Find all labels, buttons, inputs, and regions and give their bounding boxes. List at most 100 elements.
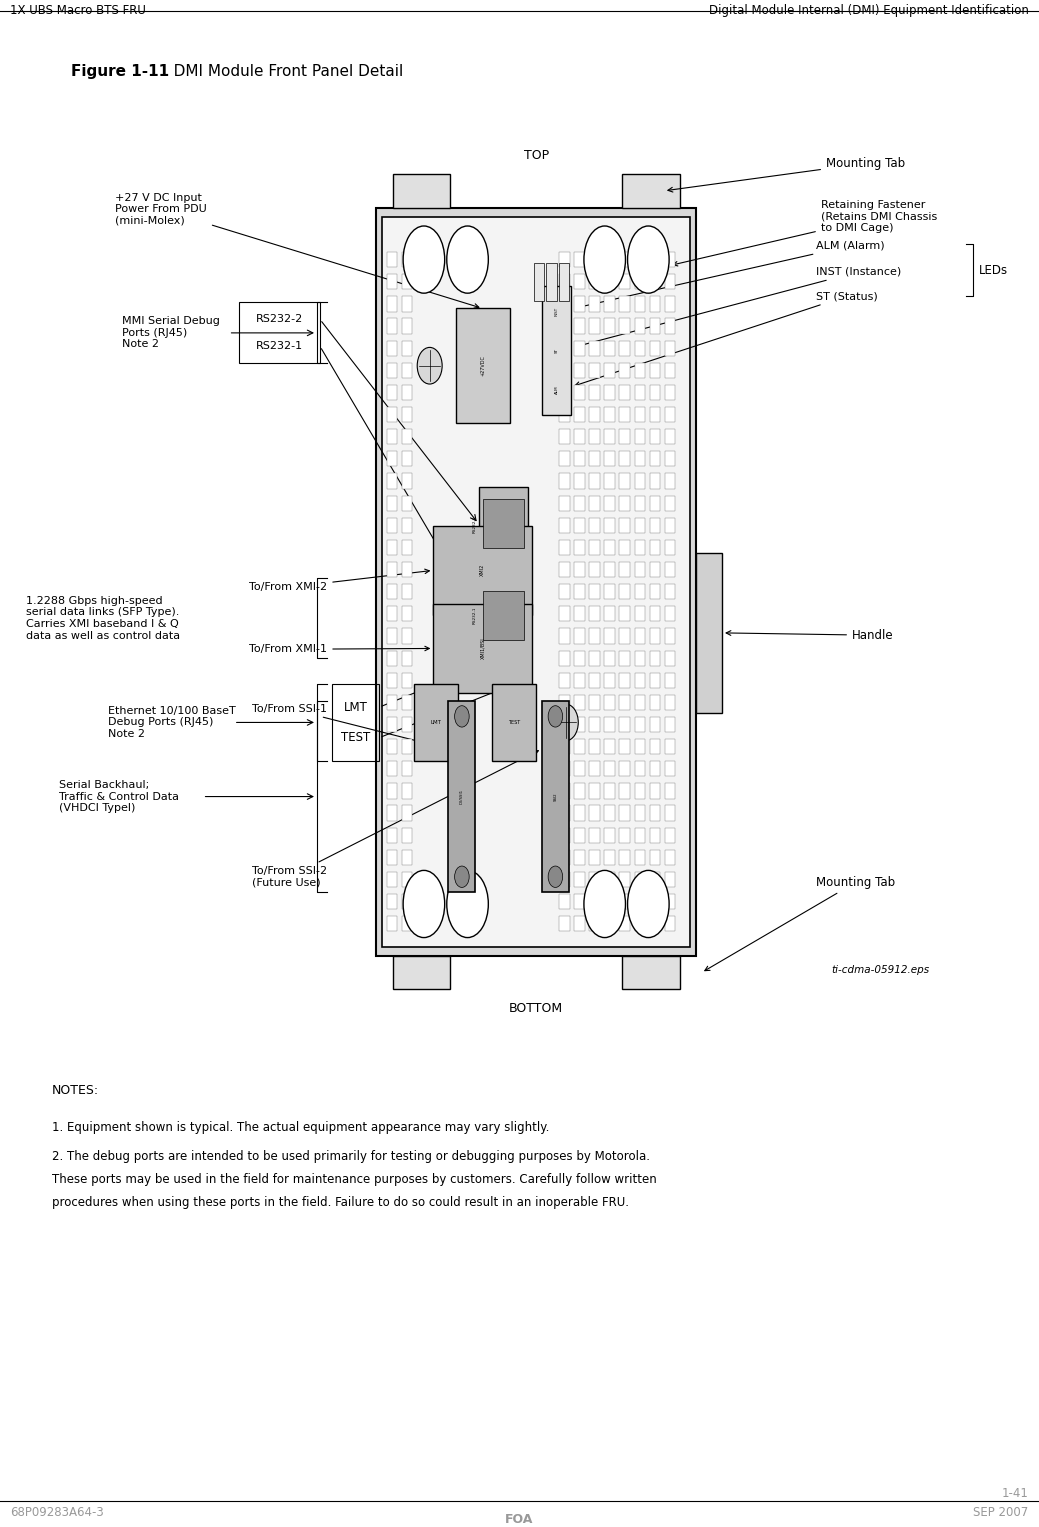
Bar: [665, 760, 675, 776]
Text: These ports may be used in the field for maintenance purposes by customers. Care: These ports may be used in the field for…: [52, 1173, 657, 1186]
Bar: [575, 473, 585, 489]
Ellipse shape: [447, 226, 488, 293]
Bar: [605, 341, 615, 356]
Bar: [387, 406, 397, 421]
Bar: [589, 893, 600, 909]
Bar: [402, 916, 411, 931]
Bar: [433, 605, 532, 693]
Bar: [635, 318, 645, 333]
Bar: [649, 695, 660, 710]
Bar: [387, 495, 397, 510]
Circle shape: [455, 866, 470, 887]
Bar: [605, 828, 615, 843]
Bar: [575, 362, 585, 377]
Bar: [649, 629, 660, 644]
Bar: [605, 916, 615, 931]
Text: ALM (Alarm): ALM (Alarm): [576, 241, 884, 308]
Bar: [387, 473, 397, 489]
Bar: [635, 672, 645, 687]
Bar: [559, 651, 569, 666]
Bar: [575, 718, 585, 733]
Bar: [575, 495, 585, 510]
Bar: [575, 606, 585, 621]
Bar: [589, 495, 600, 510]
Bar: [619, 473, 630, 489]
Bar: [387, 783, 397, 799]
Bar: [619, 406, 630, 421]
Bar: [635, 695, 645, 710]
Bar: [589, 695, 600, 710]
Bar: [619, 893, 630, 909]
Bar: [402, 275, 411, 290]
Bar: [589, 718, 600, 733]
Bar: [575, 916, 585, 931]
Bar: [635, 806, 645, 820]
Bar: [696, 553, 722, 713]
Bar: [635, 651, 645, 666]
Bar: [559, 672, 569, 687]
Bar: [605, 318, 615, 333]
Bar: [387, 760, 397, 776]
Bar: [665, 495, 675, 510]
Bar: [575, 806, 585, 820]
Bar: [575, 341, 585, 356]
Bar: [649, 916, 660, 931]
Bar: [635, 849, 645, 864]
Bar: [402, 252, 411, 267]
Bar: [605, 562, 615, 577]
Bar: [665, 718, 675, 733]
Bar: [387, 385, 397, 400]
Bar: [635, 362, 645, 377]
Bar: [605, 629, 615, 644]
Ellipse shape: [403, 870, 445, 938]
Bar: [387, 252, 397, 267]
Text: 1-41: 1-41: [1002, 1487, 1029, 1500]
Bar: [559, 872, 569, 887]
Bar: [619, 606, 630, 621]
Bar: [575, 629, 585, 644]
Bar: [575, 539, 585, 554]
Bar: [589, 760, 600, 776]
Bar: [649, 783, 660, 799]
Bar: [665, 872, 675, 887]
Bar: [387, 629, 397, 644]
Bar: [589, 452, 600, 466]
Bar: [559, 718, 569, 733]
Ellipse shape: [584, 870, 625, 938]
Bar: [589, 406, 600, 421]
Bar: [665, 452, 675, 466]
Bar: [456, 308, 510, 423]
Bar: [649, 672, 660, 687]
Bar: [649, 718, 660, 733]
Bar: [387, 296, 397, 312]
Bar: [559, 495, 569, 510]
Bar: [622, 956, 680, 989]
Bar: [619, 385, 630, 400]
Bar: [402, 562, 411, 577]
Bar: [605, 606, 615, 621]
Bar: [619, 429, 630, 444]
Text: LMT: LMT: [344, 701, 368, 713]
Bar: [575, 429, 585, 444]
Text: 1.2288 Gbps high-speed
serial data links (SFP Type).
Carries XMI baseband I & Q
: 1.2288 Gbps high-speed serial data links…: [26, 596, 180, 641]
Bar: [402, 318, 411, 333]
Bar: [387, 893, 397, 909]
Bar: [575, 672, 585, 687]
Bar: [665, 893, 675, 909]
Bar: [649, 562, 660, 577]
Bar: [605, 760, 615, 776]
Ellipse shape: [628, 226, 669, 293]
Bar: [589, 341, 600, 356]
Bar: [649, 495, 660, 510]
Bar: [559, 783, 569, 799]
Bar: [605, 385, 615, 400]
Bar: [665, 629, 675, 644]
Text: 1. Equipment shown is typical. The actual equipment appearance may vary slightly: 1. Equipment shown is typical. The actua…: [52, 1121, 550, 1135]
Bar: [387, 539, 397, 554]
Bar: [605, 806, 615, 820]
Bar: [649, 828, 660, 843]
Bar: [635, 606, 645, 621]
Bar: [387, 651, 397, 666]
Circle shape: [549, 866, 563, 887]
Bar: [393, 956, 450, 989]
